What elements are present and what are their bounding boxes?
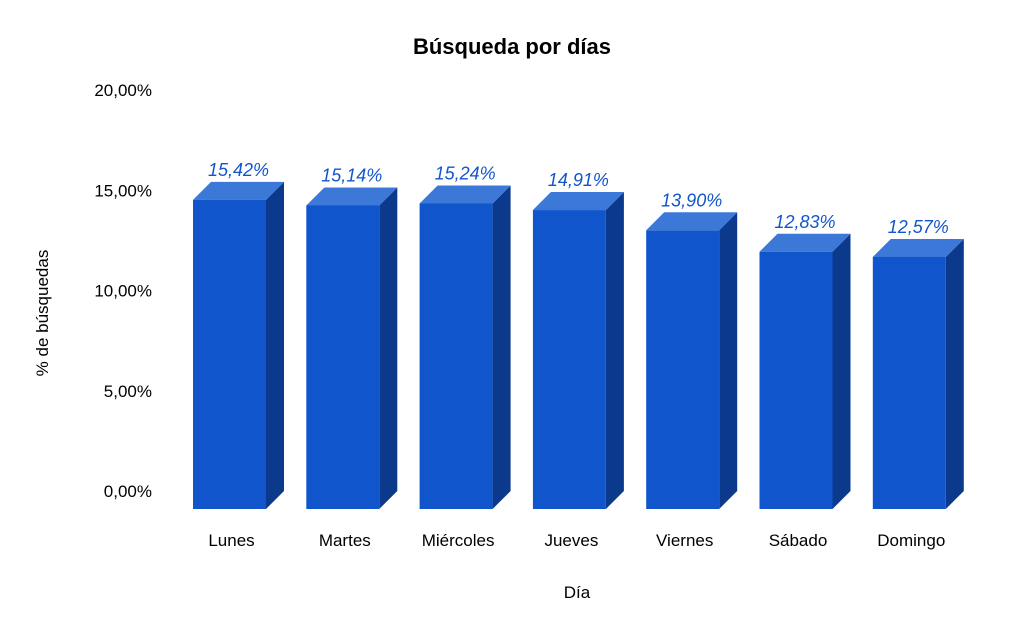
bar bbox=[759, 251, 833, 510]
data-label: 12,57% bbox=[888, 217, 949, 237]
y-tick-label: 0,00% bbox=[104, 482, 152, 501]
bar bbox=[532, 210, 606, 509]
y-tick-label: 15,00% bbox=[94, 181, 152, 200]
x-tick-label: Martes bbox=[319, 531, 371, 550]
x-axis-label: Día bbox=[564, 583, 591, 602]
bar-side bbox=[605, 192, 624, 509]
bar bbox=[872, 256, 946, 509]
y-tick-label: 10,00% bbox=[94, 282, 152, 301]
bar-side bbox=[379, 187, 398, 509]
x-tick-label: Miércoles bbox=[422, 531, 495, 550]
bar-side bbox=[719, 212, 738, 509]
chart-title: Búsqueda por días bbox=[413, 34, 611, 59]
data-label: 15,42% bbox=[208, 160, 269, 180]
x-tick-label: Jueves bbox=[544, 531, 598, 550]
data-label: 15,24% bbox=[435, 163, 496, 183]
y-axis-label: % de búsquedas bbox=[33, 250, 52, 377]
bar-side bbox=[945, 238, 964, 509]
x-tick-label: Domingo bbox=[877, 531, 945, 550]
x-tick-label: Lunes bbox=[208, 531, 254, 550]
data-label: 15,14% bbox=[321, 165, 382, 185]
bar-top bbox=[759, 233, 851, 252]
data-label: 14,91% bbox=[548, 170, 609, 190]
bar bbox=[419, 203, 493, 510]
bar-top bbox=[306, 187, 398, 206]
bar-side bbox=[832, 233, 851, 510]
bar-top bbox=[419, 185, 511, 204]
y-tick-label: 20,00% bbox=[94, 81, 152, 100]
bar-top bbox=[532, 192, 624, 211]
data-label: 13,90% bbox=[661, 190, 722, 210]
data-label: 12,83% bbox=[774, 212, 835, 232]
x-tick-label: Sábado bbox=[769, 531, 828, 550]
bar-top bbox=[646, 212, 738, 231]
bar-side bbox=[266, 181, 284, 510]
bar bbox=[306, 205, 380, 509]
y-tick-label: 5,00% bbox=[104, 382, 152, 401]
bar-top bbox=[193, 181, 284, 200]
bar bbox=[193, 199, 266, 510]
bar-side bbox=[492, 185, 511, 510]
bar-top bbox=[872, 238, 964, 257]
x-tick-label: Viernes bbox=[656, 531, 713, 550]
bar bbox=[646, 230, 720, 509]
